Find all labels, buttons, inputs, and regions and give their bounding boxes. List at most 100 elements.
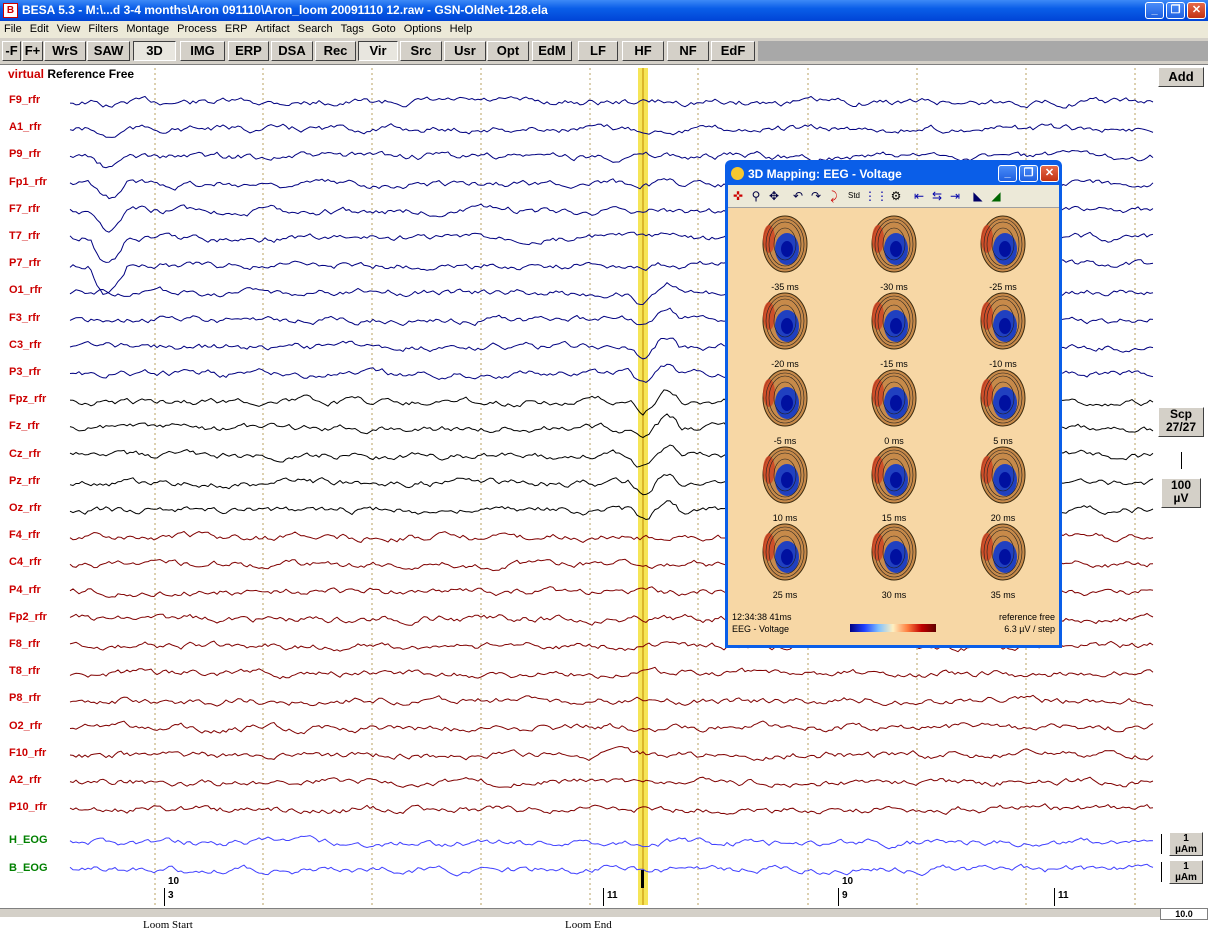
grid-view-icon[interactable]: ⋮⋮ <box>864 189 888 203</box>
channel-label-h-eog[interactable]: H_EOG <box>9 834 48 847</box>
toolbar-f-button[interactable]: -F <box>2 41 21 61</box>
menu-filters[interactable]: Filters <box>88 23 119 35</box>
toolbar-vir-button[interactable]: Vir <box>358 41 398 61</box>
toolbar-3d-button[interactable]: 3D <box>133 41 176 61</box>
topo-map[interactable]: 5 ms <box>948 367 1058 446</box>
channel-label-a1-rfr[interactable]: A1_rfr <box>9 121 42 134</box>
menu-process[interactable]: Process <box>177 23 217 35</box>
topo-map[interactable]: 15 ms <box>839 444 949 523</box>
rotate-right-icon[interactable]: ↷ <box>810 189 822 203</box>
mapping-close-icon[interactable]: ✕ <box>1040 165 1059 182</box>
topo-map[interactable]: 10 ms <box>730 444 840 523</box>
channel-label-p8-rfr[interactable]: P8_rfr <box>9 692 41 705</box>
channel-label-fp1-rfr[interactable]: Fp1_rfr <box>9 175 47 188</box>
move-tool-icon[interactable]: ✥ <box>768 189 780 203</box>
toolbar-opt-button[interactable]: Opt <box>487 41 529 61</box>
channel-label-b-eog[interactable]: B_EOG <box>9 861 48 874</box>
standard-view-icon[interactable]: Std <box>847 191 860 200</box>
menu-tags[interactable]: Tags <box>340 23 364 35</box>
menu-goto[interactable]: Goto <box>371 23 396 35</box>
channel-label-f9-rfr[interactable]: F9_rfr <box>9 94 41 106</box>
color-scale-icon[interactable]: ◣ <box>973 189 983 203</box>
amplitude-scale-button[interactable]: 100 µV <box>1161 478 1201 508</box>
toolbar-erp-button[interactable]: ERP <box>228 41 269 61</box>
toolbar-dsa-button[interactable]: DSA <box>271 41 313 61</box>
mapping-window[interactable]: 3D Mapping: EEG - Voltage _ ❐ ✕ ✜ ⚲ ✥ ↶ … <box>725 160 1062 648</box>
toolbar-wrs-button[interactable]: WrS <box>44 41 86 61</box>
besa-app-icon[interactable]: B <box>3 3 18 18</box>
toolbar-rec-button[interactable]: Rec <box>315 41 356 61</box>
rotate-left-icon[interactable]: ↶ <box>792 189 804 203</box>
channel-label-f3-rfr[interactable]: F3_rfr <box>9 311 41 324</box>
palette-icon[interactable]: ◢ <box>991 189 1001 203</box>
mapping-canvas[interactable]: -35 ms -30 ms -25 ms -20 ms -15 ms <box>728 208 1059 645</box>
menu-artifact[interactable]: Artifact <box>255 23 290 35</box>
add-button[interactable]: Add <box>1158 67 1204 87</box>
topo-map[interactable]: 20 ms <box>948 444 1058 523</box>
menu-options[interactable]: Options <box>403 23 442 35</box>
channel-label-p4-rfr[interactable]: P4_rfr <box>9 583 41 596</box>
menu-help[interactable]: Help <box>449 23 473 35</box>
step-back-icon[interactable]: ⇤ <box>913 189 925 203</box>
toolbar-lf-button[interactable]: LF <box>578 41 618 61</box>
step-both-icon[interactable]: ⇆ <box>931 189 943 203</box>
channel-label-fpz-rfr[interactable]: Fpz_rfr <box>9 393 47 406</box>
channel-label-c4-rfr[interactable]: C4_rfr <box>9 556 42 569</box>
zoom-tool-icon[interactable]: ⚲ <box>751 189 761 203</box>
eog-scale-button-2[interactable]: 1 µAm <box>1169 860 1203 884</box>
toolbar-img-button[interactable]: IMG <box>180 41 225 61</box>
toolbar-edf-button[interactable]: EdF <box>711 41 755 61</box>
menu-file[interactable]: File <box>4 23 22 35</box>
topo-map[interactable]: -20 ms <box>730 290 840 369</box>
menu-search[interactable]: Search <box>297 23 333 35</box>
topo-map[interactable]: 30 ms <box>839 521 949 600</box>
rotate-vertical-icon[interactable]: ⤸ <box>830 189 838 203</box>
title-bar[interactable]: B BESA 5.3 - M:\...d 3-4 months\Aron 091… <box>0 0 1208 21</box>
toolbar-hf-button[interactable]: HF <box>622 41 664 61</box>
channel-label-p10-rfr[interactable]: P10_rfr <box>9 801 47 814</box>
channel-label-c3-rfr[interactable]: C3_rfr <box>9 338 42 351</box>
mapping-maximize-icon[interactable]: ❐ <box>1019 165 1038 182</box>
menu-montage[interactable]: Montage <box>126 23 170 35</box>
channel-label-fz-rfr[interactable]: Fz_rfr <box>9 420 40 433</box>
channel-label-f7-rfr[interactable]: F7_rfr <box>9 202 41 215</box>
topo-map[interactable]: -10 ms <box>948 290 1058 369</box>
channel-label-o2-rfr[interactable]: O2_rfr <box>9 719 43 732</box>
menu-view[interactable]: View <box>56 23 81 35</box>
topo-map[interactable]: -35 ms <box>730 213 840 292</box>
channel-label-f4-rfr[interactable]: F4_rfr <box>9 529 41 542</box>
topo-map[interactable]: -25 ms <box>948 213 1058 292</box>
minimize-icon[interactable]: _ <box>1145 2 1164 19</box>
topo-map[interactable]: 25 ms <box>730 521 840 600</box>
topo-map[interactable]: -30 ms <box>839 213 949 292</box>
channel-label-t7-rfr[interactable]: T7_rfr <box>9 230 41 242</box>
toolbar-edm-button[interactable]: EdM <box>532 41 572 61</box>
channel-label-t8-rfr[interactable]: T8_rfr <box>9 665 41 678</box>
page-length[interactable]: 10.0 <box>1160 908 1208 920</box>
channel-label-o1-rfr[interactable]: O1_rfr <box>9 284 43 297</box>
toolbar-f-button[interactable]: F+ <box>22 41 43 61</box>
eog-scale-button[interactable]: 1 µAm <box>1169 832 1203 856</box>
channel-label-cz-rfr[interactable]: Cz_rfr <box>9 447 41 460</box>
topo-map[interactable]: 0 ms <box>839 367 949 446</box>
channel-label-p9-rfr[interactable]: P9_rfr <box>9 148 41 161</box>
toolbar-usr-button[interactable]: Usr <box>444 41 486 61</box>
head-settings-icon[interactable]: ⚙ <box>890 189 902 203</box>
crosshair-tool-icon[interactable]: ✜ <box>732 189 744 203</box>
channel-label-oz-rfr[interactable]: Oz_rfr <box>9 502 42 514</box>
channel-label-pz-rfr[interactable]: Pz_rfr <box>9 474 41 487</box>
toolbar-src-button[interactable]: Src <box>400 41 442 61</box>
scp-button[interactable]: Scp 27/27 <box>1158 407 1204 437</box>
channel-label-f8-rfr[interactable]: F8_rfr <box>9 638 41 650</box>
channel-label-p3-rfr[interactable]: P3_rfr <box>9 366 41 378</box>
menu-edit[interactable]: Edit <box>29 23 49 35</box>
topo-map[interactable]: 35 ms <box>948 521 1058 600</box>
time-scrollbar[interactable] <box>0 908 1208 917</box>
channel-label-fp2-rfr[interactable]: Fp2_rfr <box>9 610 47 623</box>
menu-erp[interactable]: ERP <box>224 23 248 35</box>
toolbar-saw-button[interactable]: SAW <box>87 41 130 61</box>
step-forward-icon[interactable]: ⇥ <box>949 189 961 203</box>
channel-label-a2-rfr[interactable]: A2_rfr <box>9 774 42 786</box>
channel-label-f10-rfr[interactable]: F10_rfr <box>9 746 47 759</box>
mapping-title-bar[interactable]: 3D Mapping: EEG - Voltage _ ❐ ✕ <box>728 163 1059 185</box>
